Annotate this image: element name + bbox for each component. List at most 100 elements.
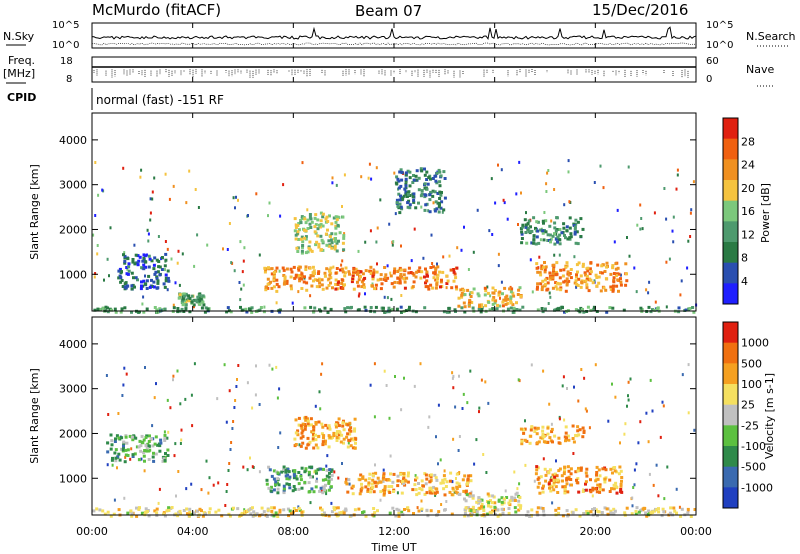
scatter-cell [326,454,329,458]
echo-cell [504,298,508,302]
echo-cell [292,485,296,488]
echo-cell [530,229,534,233]
scatter-cell [181,252,184,256]
echo-cell [335,436,339,439]
scatter-cell [416,506,419,510]
scatter-cell [230,261,233,265]
scatter-cell [500,168,503,172]
scatter-cell [437,403,440,407]
echo-cell [412,198,416,202]
echo-cell [316,468,320,472]
scatter-cell [455,477,457,480]
echo-cell [436,277,440,280]
echo-cell [150,437,153,441]
scatter-cell [428,415,431,419]
echo-cell [453,272,457,276]
echo-cell [428,491,432,495]
echo-cell [159,438,163,442]
freq-right-tick-top: 60 [706,56,719,67]
echo-cell [480,502,484,506]
echo-cell [137,259,141,263]
echo-cell [135,261,139,265]
echo-cell [609,285,613,289]
echo-cell [330,241,334,245]
y-tick-label: 1000 [59,268,87,281]
echo-cell [383,487,387,491]
echo-cell [162,282,166,286]
echo-cell [146,442,150,446]
echo-cell [294,418,298,422]
echo-cell [423,173,427,177]
echo-cell [332,506,336,510]
echo-cell [300,274,304,278]
echo-cell [374,283,378,287]
echo-cell [577,277,581,281]
echo-cell [612,284,615,288]
echo-cell [113,451,117,455]
echo-cell [559,268,563,272]
echo-cell [486,492,490,496]
echo-cell [480,308,484,312]
echo-cell [308,440,312,444]
scatter-cell [180,438,183,442]
echo-cell [520,237,524,240]
scatter-cell [370,177,373,181]
echo-cell [464,491,468,495]
scatter-cell [364,292,366,296]
echo-cell [282,484,286,488]
echo-cell [581,308,584,311]
echo-cell [296,429,300,433]
echo-cell [364,514,368,518]
echo-cell [649,310,653,314]
echo-cell [334,226,338,230]
echo-cell [278,308,282,312]
echo-cell [546,432,550,436]
echo-cell [495,307,499,311]
scatter-cell [157,501,160,505]
echo-cell [404,184,408,188]
scatter-cell [651,409,654,413]
echo-cell [398,281,402,285]
echo-cell [357,271,361,275]
echo-cell [517,288,521,292]
echo-cell [126,454,130,457]
echo-cell [452,270,456,274]
echo-cell [324,423,328,427]
scatter-cell [188,169,191,173]
echo-cell [566,270,570,274]
scatter-cell [558,253,561,257]
echo-cell [438,190,442,194]
echo-cell [328,235,332,238]
echo-cell [399,305,403,309]
echo-cell [489,511,493,515]
echo-cell [392,490,395,493]
echo-cell [625,272,628,276]
echo-cell [581,490,585,493]
scatter-cell [475,438,478,442]
echo-cell [408,184,412,188]
scatter-cell [206,243,209,247]
echo-cell [596,263,600,267]
echo-cell [106,450,110,454]
echo-cell [275,278,279,282]
scatter-cell [441,210,444,214]
echo-cell [122,440,126,444]
echo-cell [327,434,331,438]
echo-cell [117,436,121,440]
echo-cell [573,232,577,236]
echo-cell [369,269,372,273]
echo-cell [160,256,164,259]
scatter-cell [393,171,396,175]
echo-cell [563,487,567,491]
echo-cell [434,266,438,270]
echo-cell [552,488,556,492]
echo-cell [346,432,350,436]
scatter-cell [320,489,323,493]
echo-cell [557,441,561,445]
scatter-cell [629,377,632,381]
echo-cell [188,511,192,514]
echo-cell [158,307,162,311]
echo-cell [140,280,143,284]
scatter-cell [654,300,657,304]
scatter-cell [340,263,343,267]
